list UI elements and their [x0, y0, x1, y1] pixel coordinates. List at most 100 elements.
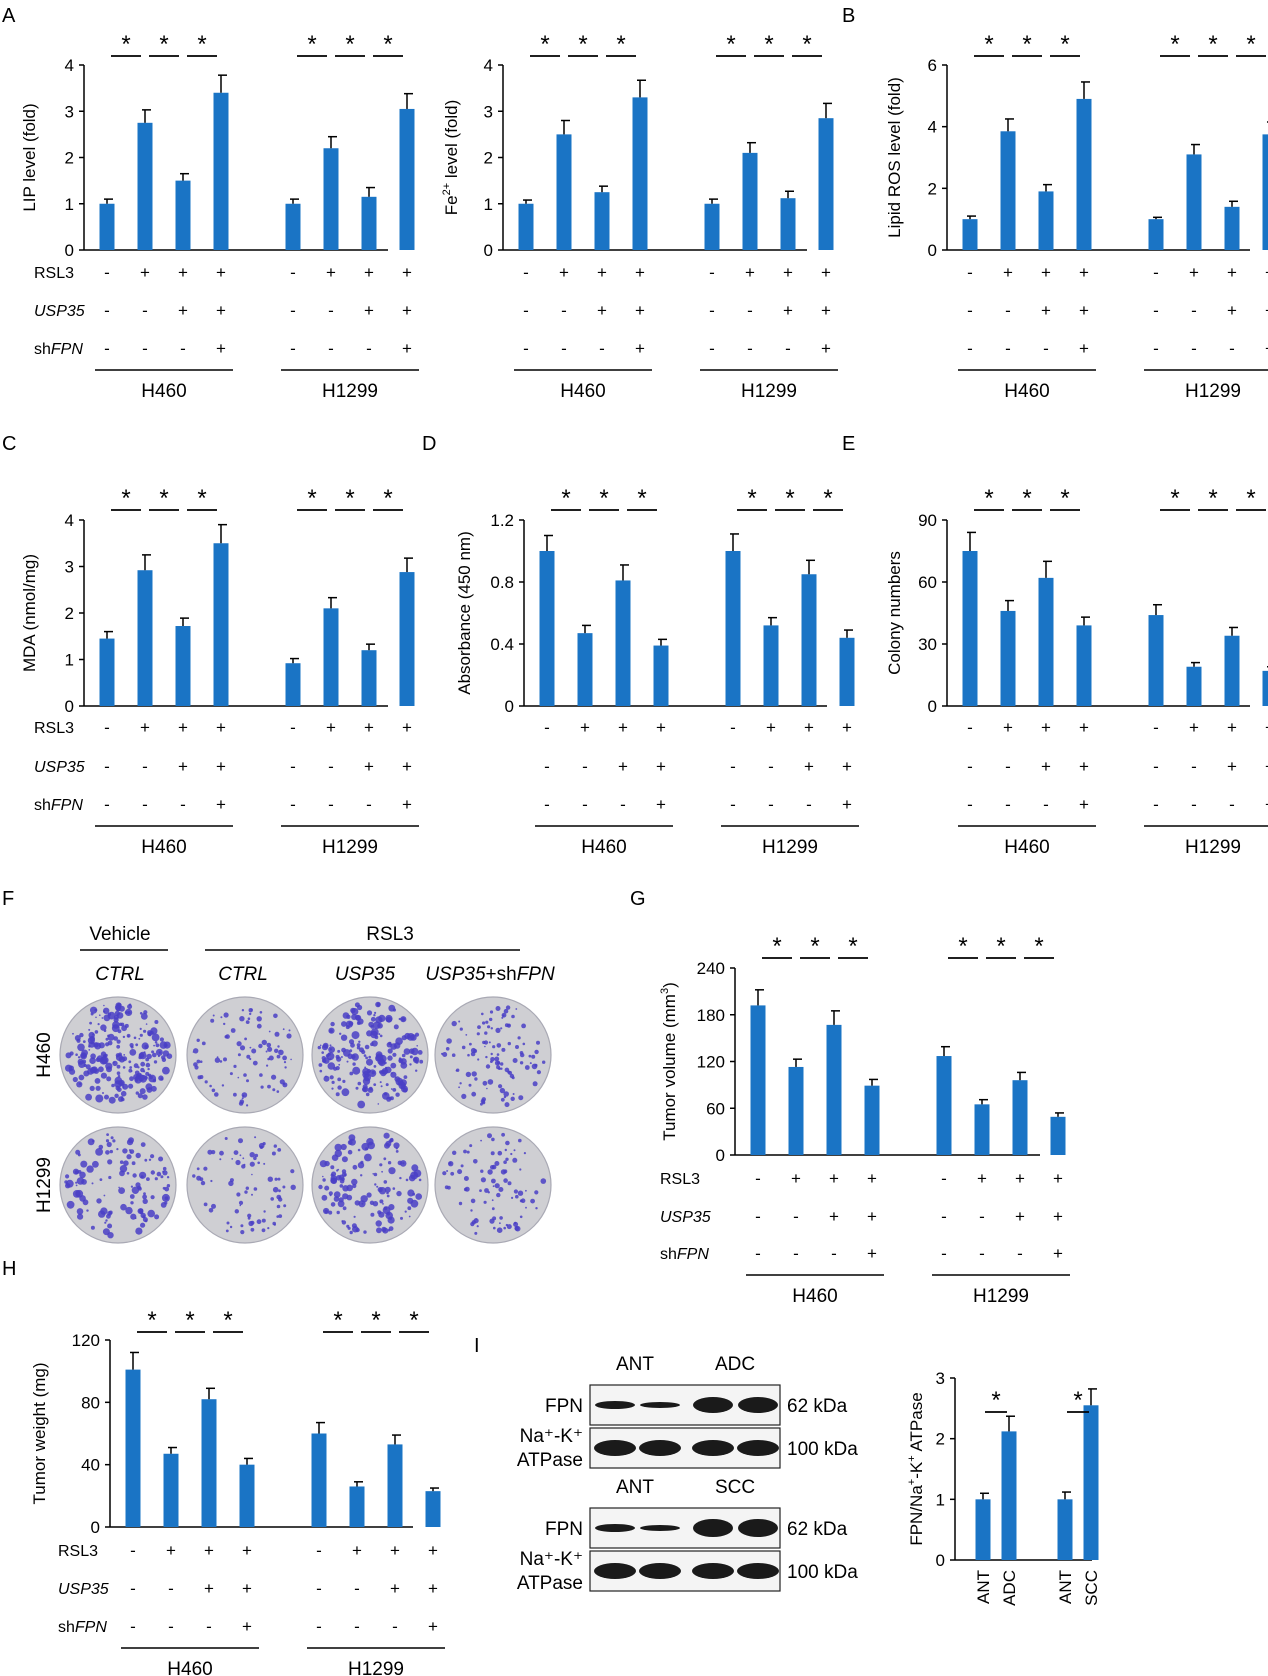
y-tick-label: 1	[484, 195, 493, 214]
colony	[282, 1185, 286, 1189]
colony	[370, 1042, 374, 1047]
treatment-sign: -	[561, 301, 567, 320]
colony	[66, 1200, 75, 1209]
colony	[207, 1149, 213, 1155]
colony	[107, 1159, 113, 1165]
colony	[82, 1040, 86, 1043]
colony	[318, 1184, 323, 1190]
colony	[504, 1148, 507, 1152]
colony	[375, 1016, 383, 1024]
group-label-h460: H460	[560, 381, 605, 402]
bar	[175, 180, 191, 250]
colony	[536, 1070, 542, 1075]
colony	[120, 1090, 127, 1097]
significance-star: *	[772, 933, 781, 960]
colony	[233, 1150, 239, 1155]
colony	[350, 1007, 356, 1014]
colony	[377, 1210, 382, 1215]
colony	[290, 1169, 295, 1174]
bar	[361, 650, 377, 706]
colony	[535, 1207, 538, 1210]
significance-star: *	[1246, 485, 1255, 512]
treatment-sign: +	[242, 1617, 252, 1636]
colony	[252, 1060, 258, 1066]
y-tick-label: 180	[697, 1006, 725, 1025]
colony	[482, 1080, 488, 1086]
plate-column-label: CTRL	[95, 964, 145, 985]
colony	[524, 1065, 530, 1070]
colony	[334, 1143, 342, 1152]
colony	[480, 1139, 482, 1142]
colony	[286, 1033, 292, 1039]
colony	[402, 1087, 408, 1093]
bar	[839, 637, 855, 706]
group-label-h460: H460	[141, 837, 186, 858]
colony	[118, 1022, 123, 1026]
y-tick-label: 4	[65, 56, 74, 75]
colony	[409, 1063, 412, 1066]
treatment-sign: -	[582, 795, 588, 814]
significance-star: *	[121, 31, 130, 58]
colony	[483, 1040, 489, 1045]
y-axis-label: Tumor volume (mm3)	[659, 982, 679, 1141]
treatment-sign: +	[1003, 718, 1013, 737]
y-tick-label: 3	[65, 558, 74, 577]
treatment-sign: +	[178, 301, 188, 320]
colony	[474, 1077, 478, 1081]
colony	[158, 1156, 164, 1162]
treatment-sign: -	[941, 1244, 947, 1263]
colony	[501, 1016, 504, 1019]
bar	[349, 1486, 365, 1527]
x-tick-label: SCC	[1082, 1570, 1101, 1606]
chart-B: 0 2 4 6 Lipid ROS level (fold) * * * * * * - + + + - + + +…	[885, 31, 1268, 402]
colony	[469, 1042, 472, 1046]
colony	[118, 1186, 120, 1189]
blot-label-atpase: ATPase	[517, 1450, 583, 1471]
colony	[470, 1198, 476, 1204]
colony	[351, 1031, 360, 1040]
bar	[556, 134, 572, 250]
colony	[155, 1043, 160, 1048]
colony	[154, 1214, 160, 1220]
colony	[521, 1023, 526, 1029]
treatment-sign: +	[402, 339, 412, 358]
y-tick-label: 80	[81, 1393, 100, 1412]
colony	[95, 1057, 101, 1063]
colony	[95, 1016, 97, 1019]
x-tick-label: ANT	[974, 1570, 993, 1604]
y-tick-label: 40	[81, 1456, 100, 1475]
significance-star: *	[578, 31, 587, 58]
y-tick-label: 3	[65, 102, 74, 121]
significance-star: *	[785, 485, 794, 512]
colony	[238, 1200, 244, 1205]
colony	[507, 1024, 511, 1027]
colony	[517, 1190, 524, 1196]
group-label-h1299: H1299	[741, 381, 797, 402]
colony	[365, 1092, 370, 1097]
colony	[112, 1021, 120, 1029]
colony	[463, 1187, 468, 1192]
y-axis-label: Fe2+ level (fold)	[441, 100, 461, 216]
y-tick-label: 0	[505, 697, 514, 716]
colony	[94, 1008, 98, 1012]
colony	[142, 1194, 148, 1200]
colony	[274, 1031, 280, 1037]
treatment-sign: -	[831, 1244, 837, 1263]
colony	[368, 1055, 372, 1059]
colony	[193, 1048, 199, 1054]
colony	[519, 1168, 522, 1171]
chart-G: 0 60 120 180 240 Tumor volume (mm3) * * * * * * RSL3…	[659, 933, 1070, 1307]
treatment-sign: -	[730, 757, 736, 776]
colony	[274, 1048, 279, 1054]
colony	[197, 1075, 202, 1080]
colony	[145, 1023, 148, 1025]
colony	[518, 1095, 524, 1101]
protein-band	[737, 1440, 779, 1456]
bar	[975, 1499, 991, 1560]
colony	[525, 1189, 527, 1192]
colony	[415, 1060, 419, 1064]
colony	[387, 1228, 391, 1232]
colony	[130, 1045, 134, 1049]
significance-star: *	[1022, 485, 1031, 512]
